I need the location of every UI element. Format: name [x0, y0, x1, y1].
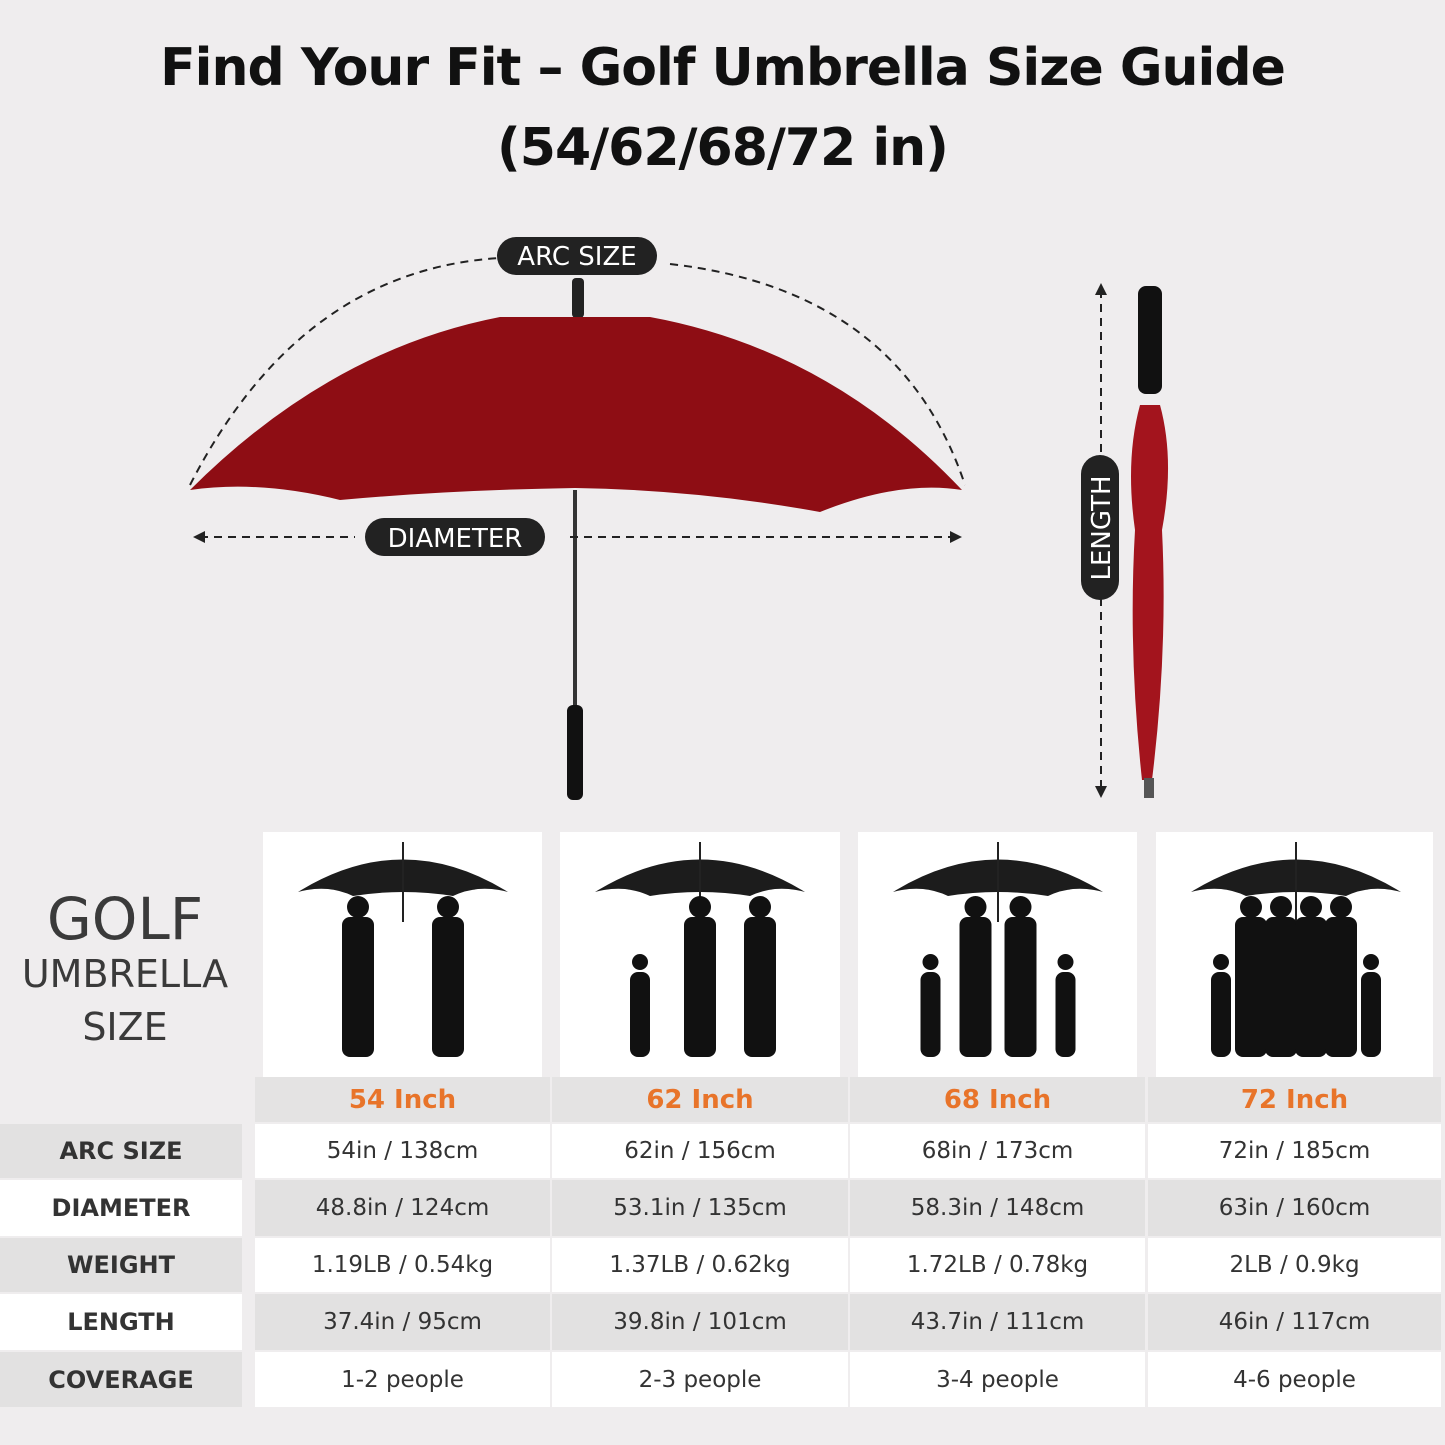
- side-title-umbrella: UMBRELLA: [21, 952, 229, 996]
- row-label: LENGTH: [0, 1294, 242, 1350]
- size-header: 68 Inch: [850, 1077, 1145, 1122]
- table-cell: 2-3 people: [552, 1352, 848, 1407]
- size-illustration: [858, 832, 1137, 1077]
- page-title-line1: Find Your Fit – Golf Umbrella Size Guide: [160, 38, 1286, 98]
- table-cell: 54in / 138cm: [255, 1124, 550, 1178]
- size-illustration: [560, 832, 840, 1077]
- closed-umbrella-handle: [1138, 286, 1162, 394]
- umbrella-canopy: [190, 317, 962, 512]
- size-header: 54 Inch: [255, 1077, 550, 1122]
- size-header: 72 Inch: [1148, 1077, 1441, 1122]
- table-cell: 48.8in / 124cm: [255, 1180, 550, 1236]
- people-under-umbrella-icon: [298, 842, 508, 1057]
- table-cell: 1.37LB / 0.62kg: [552, 1238, 848, 1292]
- side-title-size: SIZE: [82, 1005, 168, 1049]
- table-cell: 58.3in / 148cm: [850, 1180, 1145, 1236]
- table-cell: 46in / 117cm: [1148, 1294, 1441, 1350]
- row-label: COVERAGE: [0, 1352, 242, 1407]
- umbrella-tip: [572, 278, 584, 318]
- length-label: LENGTH: [1087, 475, 1117, 580]
- row-label: ARC SIZE: [0, 1124, 242, 1178]
- people-under-umbrella-icon: [893, 842, 1103, 1057]
- table-cell: 37.4in / 95cm: [255, 1294, 550, 1350]
- table-cell: 72in / 185cm: [1148, 1124, 1441, 1178]
- people-under-umbrella-icon: [595, 842, 805, 1057]
- closed-umbrella-canopy: [1131, 405, 1169, 780]
- table-cell: 62in / 156cm: [552, 1124, 848, 1178]
- table-cell: 3-4 people: [850, 1352, 1145, 1407]
- table-cell: 1.19LB / 0.54kg: [255, 1238, 550, 1292]
- table-cell: 63in / 160cm: [1148, 1180, 1441, 1236]
- size-illustration: [263, 832, 542, 1077]
- table-cell: 53.1in / 135cm: [552, 1180, 848, 1236]
- arc-dashed-line: [189, 257, 966, 486]
- table-cell: 43.7in / 111cm: [850, 1294, 1145, 1350]
- row-label: WEIGHT: [0, 1238, 242, 1292]
- size-header: 62 Inch: [552, 1077, 848, 1122]
- side-title-golf: GOLF: [46, 885, 204, 953]
- umbrella-handle: [567, 705, 583, 800]
- table-cell: 2LB / 0.9kg: [1148, 1238, 1441, 1292]
- table-cell: 4-6 people: [1148, 1352, 1441, 1407]
- table-cell: 68in / 173cm: [850, 1124, 1145, 1178]
- size-illustration: [1156, 832, 1433, 1077]
- table-cell: 1-2 people: [255, 1352, 550, 1407]
- row-label: DIAMETER: [0, 1180, 242, 1236]
- table-cell: 1.72LB / 0.78kg: [850, 1238, 1145, 1292]
- table-cell: 39.8in / 101cm: [552, 1294, 848, 1350]
- people-under-umbrella-icon: [1191, 842, 1401, 1057]
- page-title-line2: (54/62/68/72 in): [497, 118, 949, 178]
- arc-size-label: ARC SIZE: [517, 242, 636, 272]
- diameter-label: DIAMETER: [388, 524, 523, 554]
- umbrella-diagram: ARC SIZE DIAMETER LENGTH: [189, 237, 1169, 800]
